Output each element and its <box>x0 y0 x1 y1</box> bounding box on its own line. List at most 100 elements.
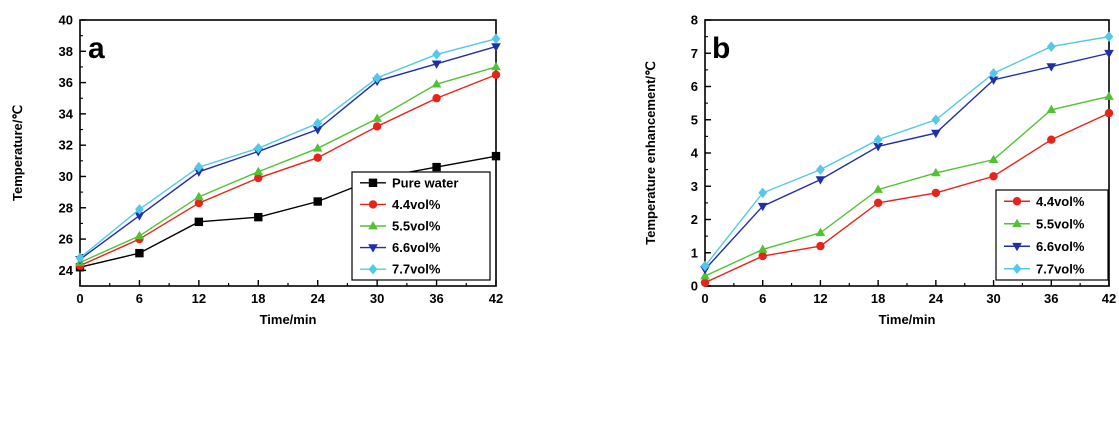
x-tick-label: 30 <box>370 291 384 306</box>
legend-label: Pure water <box>392 175 458 190</box>
x-tick-label: 12 <box>813 291 827 306</box>
y-tick-label: 26 <box>59 232 73 247</box>
x-tick-label: 6 <box>136 291 143 306</box>
data-point <box>194 198 204 208</box>
data-point <box>491 33 501 45</box>
series-line <box>79 74 497 267</box>
x-axis-title: Time/min <box>879 312 936 327</box>
data-point <box>372 72 382 84</box>
chart-panel-b: 0 6 12 18 24 30 36 42012345678Time/minTemperatu… <box>643 13 1116 328</box>
data-point <box>758 251 767 261</box>
data-point <box>313 153 322 162</box>
legend: Pure water 4.4vol% 5.5vol% 6.6vol% 7.7vol% <box>351 171 491 281</box>
x-tick-label: 36 <box>429 291 443 306</box>
data-point <box>931 188 941 198</box>
legend-marker <box>368 178 378 187</box>
legend-label: 5.5vol% <box>1036 216 1085 231</box>
panel-label: b <box>712 32 730 65</box>
panel-label: a <box>88 32 105 65</box>
data-point <box>873 198 883 208</box>
data-point <box>432 49 441 60</box>
x-tick-label: 18 <box>871 291 885 306</box>
data-point <box>1046 41 1056 52</box>
data-point <box>1104 108 1114 118</box>
series-line <box>79 155 497 268</box>
data-point <box>254 212 263 222</box>
data-point <box>873 142 883 152</box>
legend-label: 5.5vol% <box>392 219 441 234</box>
data-point <box>931 114 941 125</box>
y-tick-label: 6 <box>691 79 698 94</box>
series-line <box>704 112 1110 284</box>
legend-marker <box>1012 197 1022 206</box>
y-tick-label: 24 <box>59 263 74 278</box>
y-tick-label: 8 <box>691 13 698 28</box>
y-tick-label: 0 <box>691 279 698 294</box>
y-tick-label: 28 <box>59 200 73 215</box>
data-point <box>491 61 501 71</box>
data-point <box>758 187 768 199</box>
y-tick-label: 3 <box>691 179 698 194</box>
series-7-7vol- <box>75 33 501 264</box>
series-4-4vol- <box>700 108 1114 287</box>
data-point <box>75 252 85 264</box>
x-tick-label: 18 <box>251 291 265 306</box>
data-point <box>432 162 441 172</box>
data-point <box>700 270 710 280</box>
legend: 4.4vol% 5.5vol% 6.6vol% 7.7vol% <box>995 189 1109 281</box>
data-point <box>1047 135 1056 144</box>
legend-label: 7.7vol% <box>392 262 441 277</box>
data-point <box>253 143 263 154</box>
x-tick-label: 36 <box>1044 291 1058 306</box>
data-point <box>313 118 323 129</box>
data-point <box>253 166 264 176</box>
data-point <box>491 151 501 161</box>
data-point <box>432 94 441 103</box>
data-point <box>491 43 501 52</box>
legend-marker <box>1012 218 1022 228</box>
series-5-5vol- <box>75 61 501 266</box>
data-point <box>194 191 204 201</box>
series-7-7vol- <box>700 31 1114 272</box>
legend-label: 6.6vol% <box>392 240 441 255</box>
series-line <box>79 38 497 259</box>
data-point <box>194 168 204 177</box>
data-point <box>700 260 710 272</box>
data-point <box>372 122 382 131</box>
data-point <box>816 164 825 175</box>
legend-label: 4.4vol% <box>392 197 441 212</box>
legend-marker <box>368 220 378 230</box>
x-tick-label: 6 <box>759 291 766 306</box>
data-point <box>194 217 204 227</box>
data-point <box>1104 49 1114 59</box>
data-point <box>873 134 883 145</box>
y-tick-label: 40 <box>59 13 73 28</box>
x-tick-label: 42 <box>1102 291 1116 306</box>
legend-marker <box>1012 263 1022 274</box>
y-tick-label: 4 <box>691 146 699 161</box>
x-axis-title: Time/min <box>260 312 317 327</box>
data-point <box>134 212 145 221</box>
legend-box <box>995 189 1109 281</box>
y-tick-label: 36 <box>59 75 73 90</box>
series-line <box>79 66 497 264</box>
data-point <box>815 227 826 237</box>
series-line <box>704 95 1110 277</box>
data-point <box>491 70 501 79</box>
data-point <box>873 184 883 193</box>
y-axis-title: Temperature/℃ <box>10 105 25 201</box>
data-point <box>816 241 825 251</box>
x-tick-label: 42 <box>489 291 503 306</box>
data-point <box>700 278 710 287</box>
data-point <box>1104 31 1114 42</box>
x-tick-label: 0 <box>76 291 83 306</box>
data-point <box>134 230 145 240</box>
data-point <box>312 143 323 152</box>
data-point <box>757 202 768 212</box>
series-5-5vol- <box>700 91 1114 280</box>
data-point <box>313 197 322 206</box>
legend-label: 4.4vol% <box>1036 194 1085 209</box>
data-point <box>988 154 999 164</box>
